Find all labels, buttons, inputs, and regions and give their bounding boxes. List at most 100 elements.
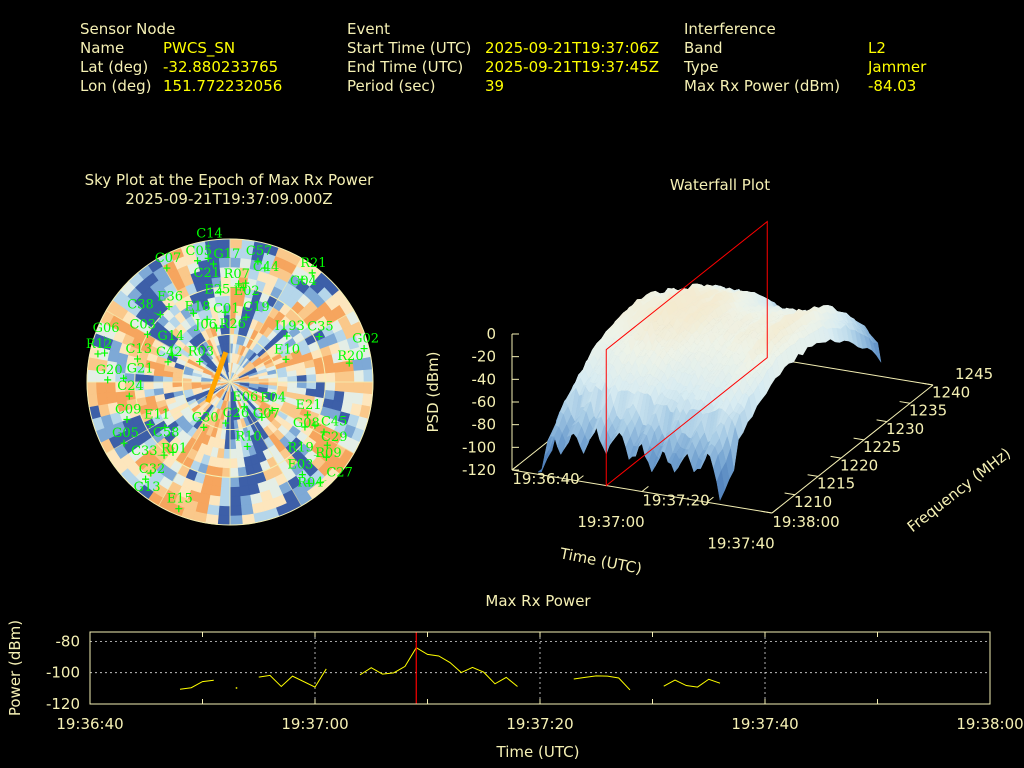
satellite-label: R10 — [235, 429, 261, 444]
sensor-node-title: Sensor Node — [80, 20, 175, 38]
sky-cell — [235, 447, 244, 459]
satellite-label: C45 — [321, 414, 348, 429]
sensor-lat-value: -32.880233765 — [163, 58, 278, 76]
sky-cell — [191, 381, 202, 386]
satellite-marker — [120, 374, 128, 382]
sky-cell — [362, 369, 374, 383]
satellite-marker — [320, 428, 328, 436]
satellite-label: E06 — [232, 390, 258, 405]
sky-cell — [229, 505, 242, 516]
sky-cell — [153, 387, 165, 396]
sky-cell — [315, 381, 326, 391]
frequency-tick — [784, 492, 796, 496]
satellite-marker — [240, 403, 248, 411]
satellite-label: R21 — [300, 256, 326, 271]
satellite-marker — [242, 279, 250, 287]
satellite-marker — [165, 303, 173, 311]
satellite-marker — [101, 349, 109, 357]
frequency-tick-label: 1215 — [817, 475, 855, 493]
header-event: Event Start Time (UTC) 2025-09-21T19:37:… — [347, 20, 659, 95]
sky-cell — [258, 378, 269, 383]
interference-power-label: Max Rx Power (dBm) — [684, 77, 840, 95]
sky-cell — [229, 448, 237, 459]
sky-cell — [229, 514, 243, 526]
satellite-marker — [235, 280, 243, 288]
sky-cell — [304, 366, 316, 376]
satellite-marker — [360, 345, 368, 353]
satellite-marker — [147, 469, 155, 477]
satellite-label: C09 — [115, 402, 142, 417]
jammer-track — [205, 351, 229, 404]
satellite-label: G17 — [213, 247, 240, 262]
sky-cell — [219, 486, 231, 497]
satellite-marker — [175, 505, 183, 513]
interference-title: Interference — [684, 20, 776, 38]
sky-cell — [229, 429, 236, 440]
satellite-marker — [160, 451, 168, 459]
satellite-label: R09 — [315, 446, 341, 461]
satellite-label: E03 — [287, 458, 313, 473]
x-tick-label: 19:37:40 — [731, 715, 798, 733]
satellite-marker — [204, 254, 212, 262]
satellite-label: G02 — [352, 332, 379, 347]
frequency-tick — [922, 382, 934, 386]
time-tick — [576, 475, 584, 482]
satellite-marker — [323, 441, 331, 449]
sky-cell — [239, 494, 252, 506]
satellite-marker — [322, 453, 330, 461]
satellite-label: R20 — [337, 349, 363, 364]
satellite-marker — [143, 330, 151, 338]
satellite-marker — [196, 358, 204, 366]
event-start-label: Start Time (UTC) — [347, 39, 471, 57]
satellite-marker — [104, 376, 112, 384]
sky-cell — [296, 375, 307, 383]
satellite-label: G08 — [293, 416, 320, 431]
satellite-label: E21 — [296, 398, 322, 413]
satellite-marker — [169, 448, 177, 456]
satellite-marker — [315, 333, 323, 341]
satellite-marker — [209, 260, 217, 268]
satellite-label: C38 — [127, 298, 154, 313]
sky-cell — [182, 381, 193, 387]
satellite-marker — [254, 257, 262, 265]
satellite-label: C05 — [186, 244, 213, 259]
satellite-label: R07 — [224, 267, 250, 282]
sky-cell — [143, 381, 155, 390]
satellite-marker — [194, 257, 202, 265]
satellite-marker — [298, 471, 306, 479]
psd-tick-label: -100 — [462, 438, 496, 456]
satellite-label: R26 — [220, 317, 246, 332]
psd-tick-label: -40 — [472, 370, 497, 388]
satellite-marker — [301, 423, 309, 431]
power-chart-ylabel: Power (dBm) — [6, 620, 24, 716]
frequency-tick — [899, 401, 911, 404]
sensor-lat-label: Lat (deg) — [80, 58, 148, 76]
frequency-axis — [771, 384, 934, 514]
satellite-marker — [217, 288, 225, 296]
satellite-marker — [345, 359, 353, 367]
waterfall-title: Waterfall Plot — [670, 176, 770, 194]
power-line-segment — [179, 679, 214, 690]
satellite-label: C44 — [253, 260, 279, 275]
sky-cell — [218, 495, 231, 507]
sky-plot-epoch: 2025-09-21T19:37:09.000Z — [125, 190, 332, 208]
satellite-label: R01 — [161, 441, 187, 456]
satellite-marker — [243, 442, 251, 450]
azimuth-spoke — [229, 381, 355, 454]
frequency-tick-label: 1220 — [840, 456, 878, 474]
x-tick-label: 19:36:40 — [56, 715, 123, 733]
satellite-label: E25 — [204, 283, 230, 298]
satellite-label: C27 — [326, 465, 353, 480]
power-chart-xlabel: Time (UTC) — [496, 743, 580, 761]
frequency-tick-label: 1240 — [932, 383, 970, 401]
sky-cell — [237, 475, 249, 487]
satellite-marker — [305, 479, 313, 487]
sky-cell — [144, 388, 156, 398]
sky-cell — [305, 374, 317, 383]
interference-type-label: Type — [683, 58, 718, 76]
satellite-label: C24 — [117, 379, 144, 394]
satellite-label: C35 — [307, 320, 334, 335]
satellite-marker — [282, 355, 290, 363]
frequency-tick — [830, 455, 842, 459]
satellite-marker — [298, 275, 306, 283]
